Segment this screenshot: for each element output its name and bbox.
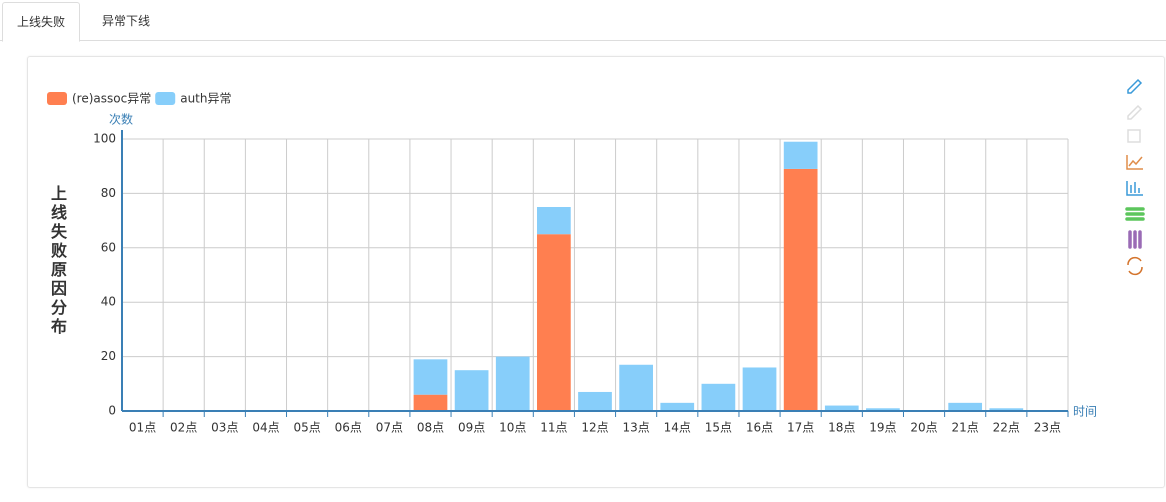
x-tick-label: 05点 [293,421,320,435]
x-tick-label: 21点 [952,421,979,435]
x-tick-label: 20点 [910,421,937,435]
bar-segment [866,408,900,411]
x-tick-label: 10点 [499,421,526,435]
bar-segment [989,408,1024,411]
tool-icon[interactable] [1126,181,1143,196]
tab-bar: 上线失败 异常下线 [0,0,1166,42]
tool-icon[interactable] [1125,207,1145,221]
bar-segment [537,207,571,235]
tool-icon[interactable] [1128,230,1142,249]
y-tick-label: 40 [101,295,116,309]
tool-icon[interactable] [1127,256,1143,276]
bar-segment [619,364,653,411]
tool-icon[interactable] [1127,104,1143,120]
x-tick-label: 19点 [869,421,896,435]
x-tick-label: 13点 [622,421,649,435]
x-tick-label: 06点 [335,421,362,435]
x-tick-label: 23点 [1034,421,1061,435]
x-tick-label: 04点 [252,421,279,435]
x-tick-label: 14点 [664,421,691,435]
bar-segment [701,383,736,411]
y-tick-label: 100 [93,132,116,146]
bar-segment [824,405,859,411]
x-tick-label: 03点 [211,421,238,435]
x-tick-label: 15点 [705,421,732,435]
tool-icon[interactable] [1126,155,1143,170]
x-tick-label: 08点 [417,421,444,435]
y-tick-label: 60 [101,240,116,254]
bar-segment [413,394,448,411]
chart-card [27,56,1165,488]
bar-segment [783,168,818,411]
bar-segment [495,356,530,411]
chart-title: 上线失败原因分布 [48,185,67,337]
legend-swatch [155,92,176,105]
y-axis-name: 次数 [109,112,133,127]
bar-segment [660,402,695,411]
x-tick-label: 11点 [540,421,567,435]
toolbox [1125,78,1145,276]
x-tick-label: 07点 [376,421,403,435]
x-tick-label: 12点 [581,421,608,435]
x-tick-label: 16点 [746,421,773,435]
bar-segment [413,359,448,395]
y-tick-label: 80 [101,186,116,200]
tool-icon[interactable] [1127,78,1143,94]
x-tick-label: 09点 [458,421,485,435]
x-tick-label: 17点 [787,421,814,435]
bar-segment [578,391,612,411]
x-axis-name: 时间 [1073,405,1097,419]
bar-segment [454,370,489,411]
tab[interactable]: 异常下线 [101,14,150,28]
bar-segment [537,234,571,411]
x-tick-label: 02点 [170,421,197,435]
legend-label: (re)assoc异常 [72,92,151,106]
tool-icon[interactable] [1127,129,1141,143]
x-tick-label: 22点 [993,421,1020,435]
bar-segment [948,402,983,411]
bar-segment [783,141,818,169]
legend-label: auth异常 [180,92,231,106]
tab[interactable]: 上线失败 [2,2,80,42]
bar-segment [742,367,777,411]
y-tick-label: 0 [108,404,116,418]
y-tick-label: 20 [101,349,116,363]
x-tick-label: 01点 [129,421,156,435]
x-tick-label: 18点 [828,421,855,435]
legend-swatch [47,92,67,105]
